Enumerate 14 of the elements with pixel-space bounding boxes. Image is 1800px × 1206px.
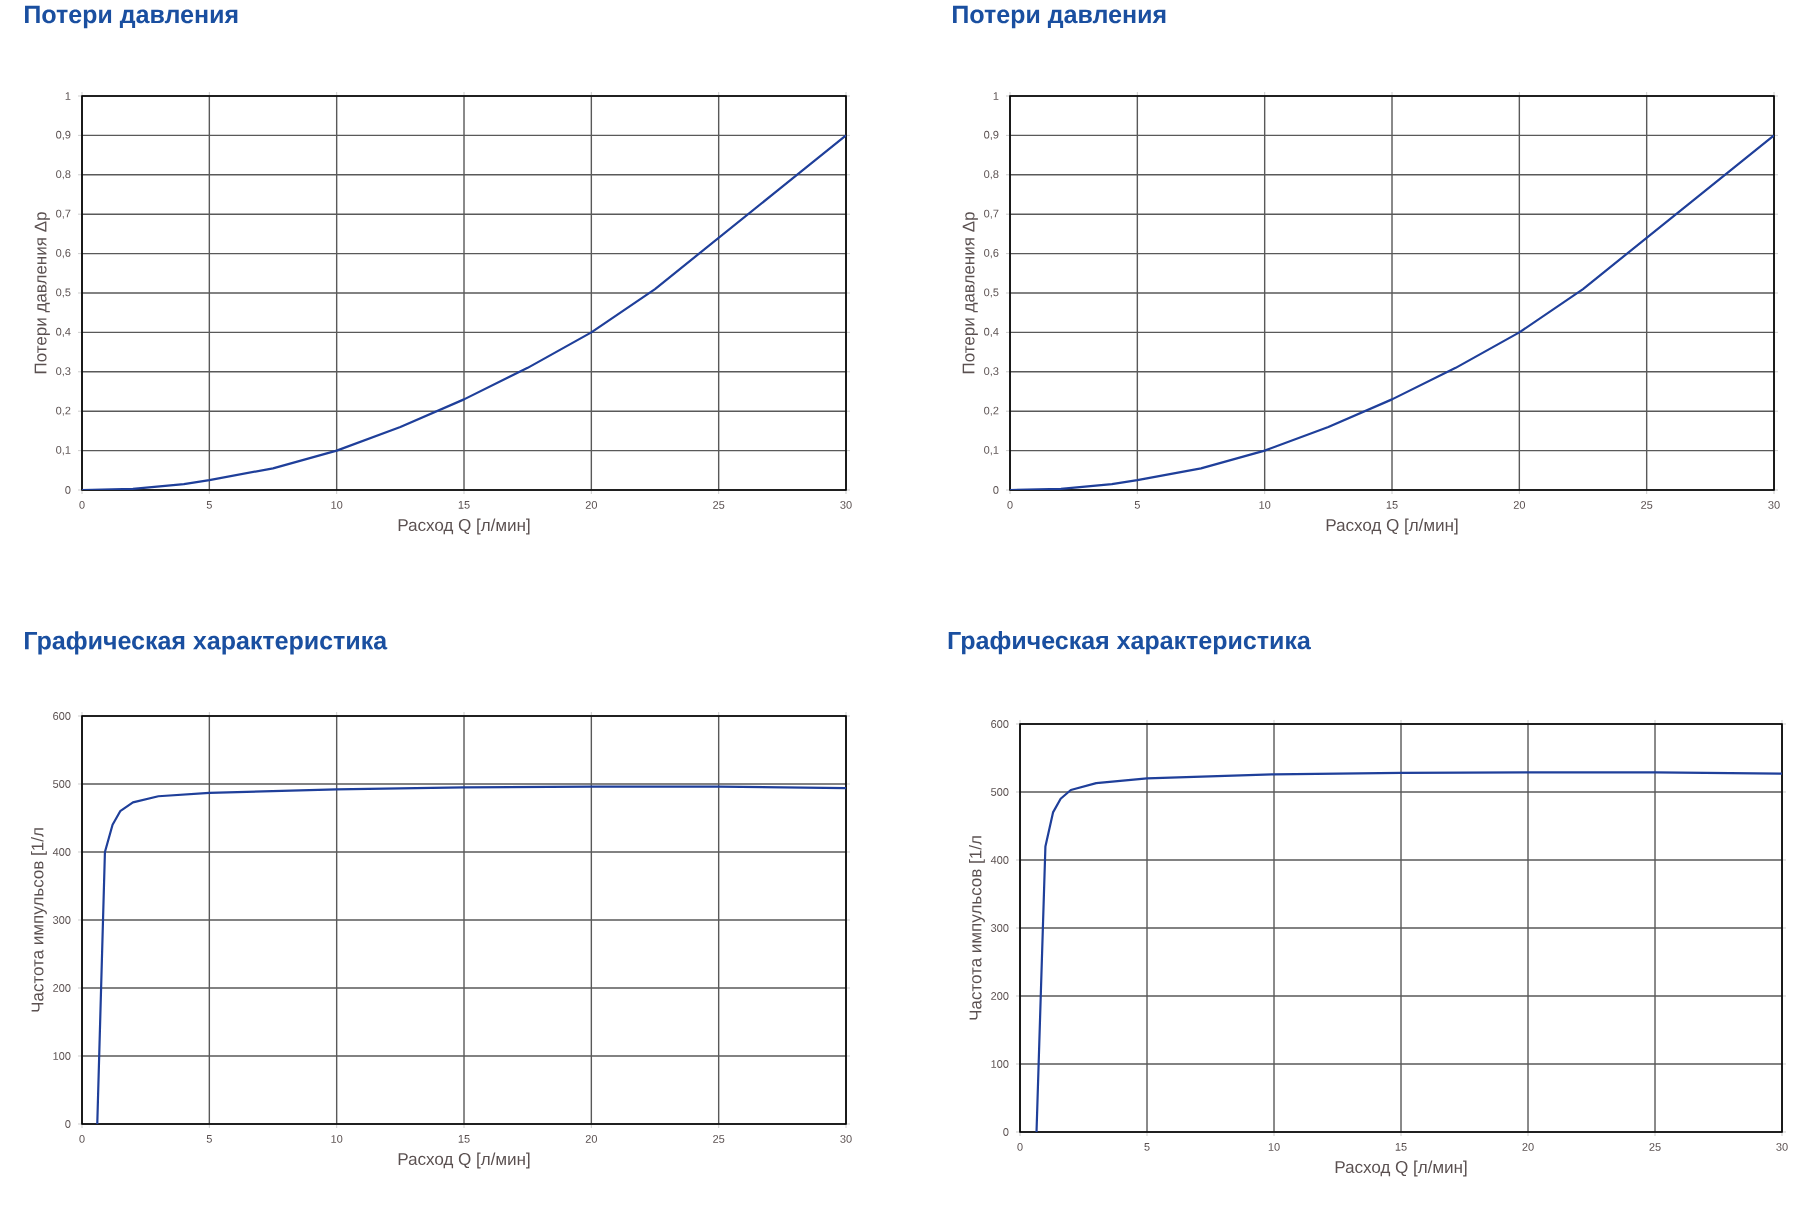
y-axis-title: Потери давления Δp xyxy=(962,212,978,374)
x-axis-title: Расход Q [л/мин] xyxy=(1326,518,1458,535)
line-series xyxy=(96,785,847,1124)
x-axis-title: Расход Q [л/мин] xyxy=(1335,1160,1467,1177)
chart-title: Графическая характеристика xyxy=(948,630,1311,655)
x-axis-title: Расход Q [л/мин] xyxy=(398,1152,530,1169)
chart-title: Потери давления xyxy=(953,5,1166,29)
line-series xyxy=(1035,771,1783,1132)
y-axis-title: Частота импульсов [1/л xyxy=(969,836,985,1020)
chart-title: Потери давления xyxy=(25,5,238,29)
x-axis-title: Расход Q [л/мин] xyxy=(398,518,530,535)
y-axis-title: Потери давления Δp xyxy=(34,212,50,374)
y-axis-title: Частота импульсов [1/л xyxy=(31,828,47,1012)
chart-title: Графическая характеристика xyxy=(25,631,388,655)
